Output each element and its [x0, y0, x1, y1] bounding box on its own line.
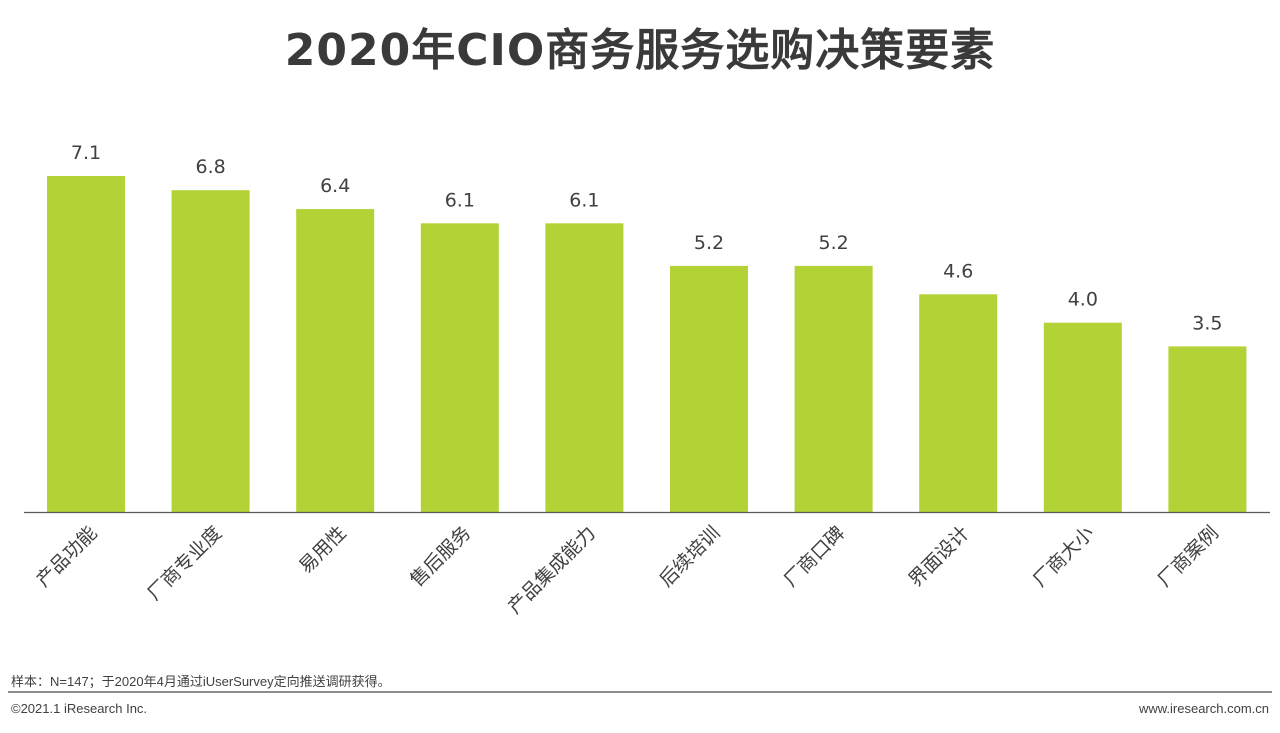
bar-7 — [794, 265, 873, 512]
bar-6 — [670, 265, 748, 512]
category-label-2: 厂商专业度 — [143, 522, 226, 605]
bar-chart: 7.1 6.8 6.4 6.1 6.1 5.2 5.2 4.6 4.0 3.5 产品功能 厂商专业度… — [24, 142, 1270, 618]
value-label-4: 6.1 — [445, 189, 475, 211]
category-label-10: 厂商案例 — [1154, 522, 1223, 591]
bar-3 — [296, 209, 375, 512]
value-label-1: 7.1 — [71, 142, 101, 164]
bar-2 — [171, 190, 250, 512]
value-label-8: 4.6 — [943, 260, 973, 282]
value-label-9: 4.0 — [1068, 289, 1098, 311]
category-label-8: 界面设计 — [904, 522, 973, 591]
value-label-3: 6.4 — [320, 175, 350, 197]
bar-9 — [1043, 322, 1122, 512]
category-label-7: 厂商口碑 — [780, 522, 849, 591]
category-label-4: 售后服务 — [406, 522, 475, 591]
bars-layer — [47, 176, 1247, 513]
category-label-5: 产品集成能力 — [504, 522, 600, 618]
value-label-2: 6.8 — [195, 156, 225, 178]
footer-divider — [8, 691, 1272, 693]
bar-4 — [420, 223, 499, 513]
value-label-5: 6.1 — [569, 189, 599, 211]
value-label-7: 5.2 — [818, 232, 848, 254]
chart-title: 2020年CIO商务服务选购决策要素 — [284, 25, 996, 76]
value-label-6: 5.2 — [694, 232, 724, 254]
category-label-9: 厂商大小 — [1029, 522, 1098, 591]
sample-note: 样本：N=147；于2020年4月通过iUserSurvey定向推送调研获得。 — [11, 674, 391, 689]
bar-8 — [919, 294, 998, 512]
value-labels-layer: 7.1 6.8 6.4 6.1 6.1 5.2 5.2 4.6 4.0 3.5 — [71, 142, 1223, 334]
website-link[interactable]: www.iresearch.com.cn — [1138, 701, 1269, 716]
bar-5 — [545, 223, 624, 513]
category-label-3: 易用性 — [295, 522, 351, 578]
category-label-6: 后续培训 — [655, 522, 724, 591]
category-label-1: 产品功能 — [32, 522, 101, 591]
bar-1 — [47, 176, 125, 512]
copyright-text: ©2021.1 iResearch Inc. — [11, 701, 148, 716]
value-label-10: 3.5 — [1192, 312, 1222, 334]
category-labels-layer: 产品功能 厂商专业度 易用性 售后服务 产品集成能力 后续培训 厂商口碑 界面设计 厂商大小 厂商… — [32, 522, 1223, 618]
bar-10 — [1168, 346, 1247, 512]
